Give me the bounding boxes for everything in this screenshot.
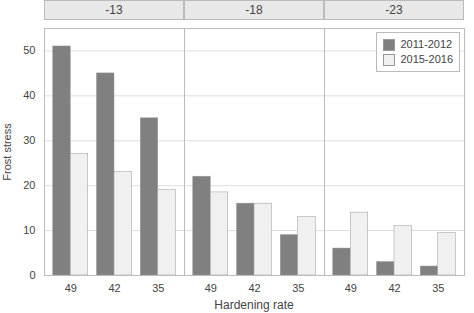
svg-text:50: 50	[23, 44, 35, 56]
svg-text:49: 49	[205, 282, 217, 294]
svg-text:35: 35	[432, 282, 444, 294]
svg-text:Frost stress: Frost stress	[1, 123, 13, 181]
svg-text:10: 10	[23, 224, 35, 236]
html-text:-23: -23	[385, 3, 403, 17]
svg-text:49: 49	[345, 282, 357, 294]
svg-text:35: 35	[152, 282, 164, 294]
html-text:Hardening rate: Hardening rate	[214, 298, 294, 312]
svg-text:42: 42	[108, 282, 120, 294]
svg-text:20: 20	[23, 179, 35, 191]
html-text:-18: -18	[245, 3, 263, 17]
svg-text:42: 42	[248, 282, 260, 294]
svg-text:35: 35	[292, 282, 304, 294]
html-text:2011-2012: 2011-2012	[400, 38, 453, 50]
svg-text:0: 0	[29, 269, 35, 281]
html-text:2015-2016: 2015-2016	[400, 53, 453, 65]
svg-text:30: 30	[23, 134, 35, 146]
svg-text:49: 49	[65, 282, 77, 294]
svg-text:42: 42	[388, 282, 400, 294]
html-text:-13: -13	[105, 3, 123, 17]
svg-text:40: 40	[23, 89, 35, 101]
